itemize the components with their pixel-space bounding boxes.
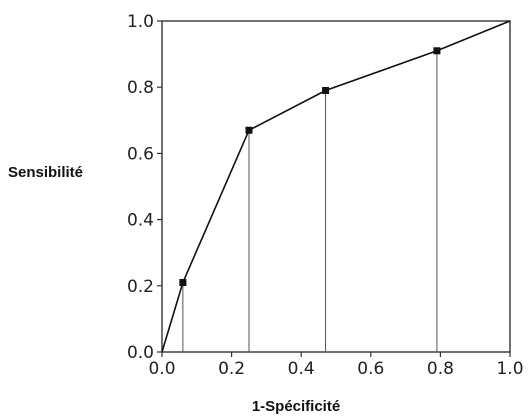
plot-border [161,20,511,353]
y-tick-label: 0.8 [127,78,154,98]
y-tick-label: 1.0 [127,12,154,32]
y-tick-labels: 0.0 0.2 0.4 0.6 0.8 1.0 [127,12,154,363]
y-tick-label: 0.4 [127,211,154,231]
y-tick-label: 0.2 [127,277,154,297]
data-point-marker [179,278,187,286]
data-markers [179,47,441,286]
y-axis-title: Sensibilité [8,164,83,181]
roc-curve [161,20,511,353]
x-axis-title: 1-Spécificité [252,398,340,415]
x-tick-label: 0.2 [218,359,245,379]
x-tick-label: 1.0 [496,359,523,379]
x-tick-label: 0.6 [357,359,384,379]
x-tick-label: 0.0 [148,359,175,379]
y-tick-label: 0.6 [127,144,154,164]
data-point-marker [433,47,441,55]
data-point-marker [322,87,330,95]
data-point-marker [245,126,253,134]
x-tick-labels: 0.0 0.2 0.4 0.6 0.8 1.0 [148,359,523,379]
y-tick-label: 0.0 [127,343,154,363]
roc-curve-line [161,20,511,353]
x-tick-label: 0.4 [288,359,315,379]
drop-lines [182,50,438,352]
x-tick-label: 0.8 [427,359,454,379]
plot-frame [157,20,511,357]
